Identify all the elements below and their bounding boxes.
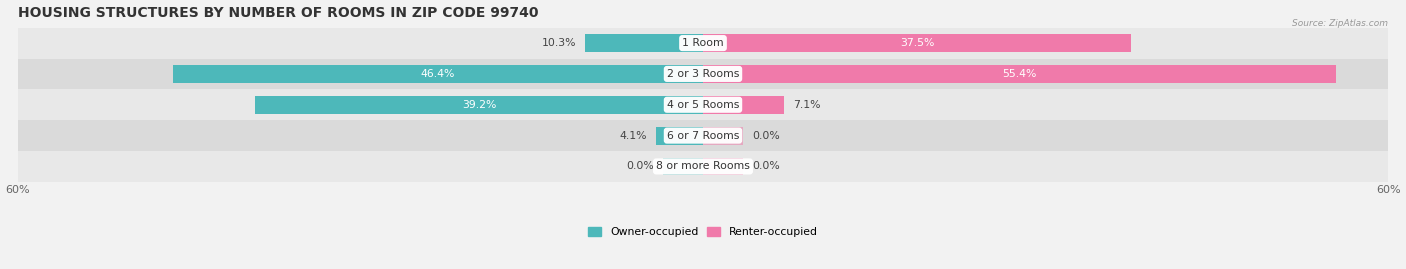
Bar (18, 151, 1388, 182)
Legend: Owner-occupied, Renter-occupied: Owner-occupied, Renter-occupied (583, 222, 823, 241)
Text: 0.0%: 0.0% (752, 131, 780, 141)
Text: 0.0%: 0.0% (626, 161, 654, 171)
Bar (18, 120, 1388, 151)
Text: HOUSING STRUCTURES BY NUMBER OF ROOMS IN ZIP CODE 99740: HOUSING STRUCTURES BY NUMBER OF ROOMS IN… (18, 6, 538, 20)
Text: 55.4%: 55.4% (1002, 69, 1036, 79)
Bar (18, 28, 1388, 58)
Text: 39.2%: 39.2% (463, 100, 496, 110)
Text: Source: ZipAtlas.com: Source: ZipAtlas.com (1292, 19, 1388, 28)
Bar (664, 158, 703, 175)
Bar (657, 127, 703, 144)
Text: 6 or 7 Rooms: 6 or 7 Rooms (666, 131, 740, 141)
Text: 4 or 5 Rooms: 4 or 5 Rooms (666, 100, 740, 110)
Text: 2 or 3 Rooms: 2 or 3 Rooms (666, 69, 740, 79)
Text: 0.0%: 0.0% (752, 161, 780, 171)
Text: 10.3%: 10.3% (541, 38, 576, 48)
Bar (18, 89, 1388, 120)
Text: 46.4%: 46.4% (420, 69, 456, 79)
Bar (173, 65, 703, 83)
Bar (256, 96, 703, 114)
Bar (703, 34, 1132, 52)
Bar (703, 127, 742, 144)
Text: 8 or more Rooms: 8 or more Rooms (657, 161, 749, 171)
Bar (703, 65, 1336, 83)
Text: 7.1%: 7.1% (793, 100, 821, 110)
Bar (703, 96, 785, 114)
Text: 37.5%: 37.5% (900, 38, 935, 48)
Bar (18, 58, 1388, 89)
Bar (585, 34, 703, 52)
Text: 1 Room: 1 Room (682, 38, 724, 48)
Bar (703, 158, 742, 175)
Text: 4.1%: 4.1% (620, 131, 647, 141)
